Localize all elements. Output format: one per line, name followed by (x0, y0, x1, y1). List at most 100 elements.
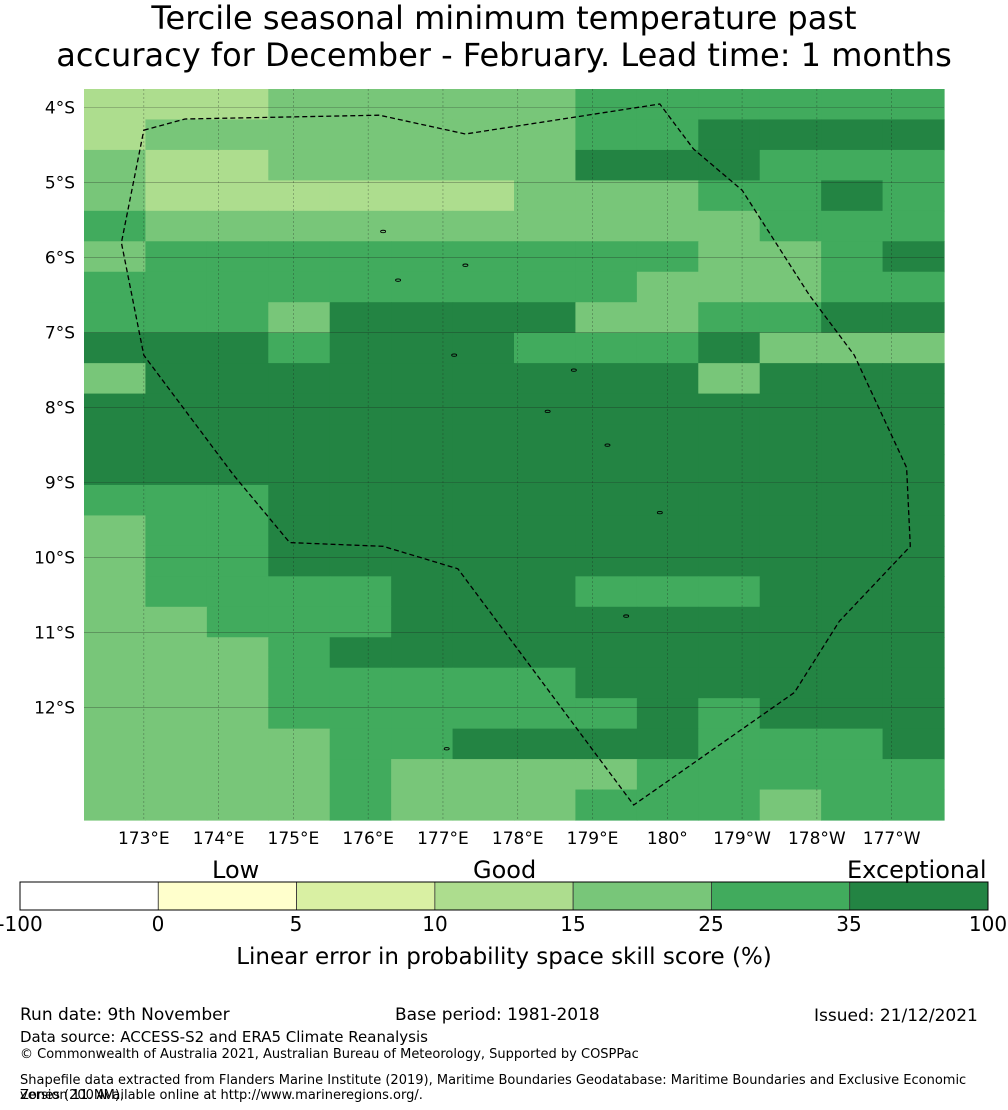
grid-cell (268, 606, 331, 638)
grid-cell (698, 180, 761, 212)
grid-cell (636, 667, 699, 699)
grid-cell (268, 241, 331, 273)
grid-cell (636, 576, 699, 608)
grid-cell (206, 576, 269, 608)
lon-tick-label: 179°E (567, 829, 619, 849)
grid-cell (84, 271, 147, 303)
grid-cell (391, 210, 454, 242)
grid-cell (268, 728, 331, 760)
grid-cell (821, 728, 884, 760)
grid-cell (821, 606, 884, 638)
lon-tick-label: 179°W (713, 829, 771, 849)
grid-cell (636, 515, 699, 547)
grid-cell (821, 271, 884, 303)
grid-cell (206, 271, 269, 303)
grid-cell (882, 728, 945, 760)
grid-cell (391, 484, 454, 517)
grid-cell (329, 241, 392, 273)
grid-cell (636, 149, 699, 181)
grid-cell (391, 698, 454, 730)
grid-cell (206, 637, 269, 669)
grid-cell (391, 424, 454, 456)
grid-cell (268, 149, 331, 181)
island (544, 409, 551, 414)
grid-cell (391, 363, 454, 395)
grid-cell (575, 789, 638, 821)
grid-cell (882, 89, 945, 121)
colorbar-swatch (572, 881, 712, 911)
grid-cell (84, 789, 147, 821)
grid-cell (268, 484, 331, 517)
grid-cell (514, 89, 577, 121)
grid-cell (329, 667, 392, 699)
data-source: Data source: ACCESS-S2 and ERA5 Climate … (20, 1028, 428, 1046)
lon-tick-label: 176°E (342, 829, 394, 849)
grid-cell (268, 363, 331, 395)
grid-cell (698, 332, 761, 364)
grid-cell (329, 424, 392, 456)
lon-tick-label: 177°W (863, 829, 921, 849)
grid-cell (452, 454, 515, 486)
grid-cell (698, 393, 761, 425)
grid-cell (391, 180, 454, 212)
grid-cell (821, 454, 884, 486)
grid-cell (145, 210, 208, 242)
grid-cell (698, 241, 761, 273)
grid-cell (882, 149, 945, 181)
grid-cell (452, 210, 515, 242)
grid-cell (759, 332, 822, 364)
lon-tick-label: 178°E (492, 829, 544, 849)
colorbar-tick: 0 (151, 912, 165, 936)
colorbar-tick: 35 (836, 912, 862, 936)
grid-cell (759, 302, 822, 334)
grid-cell (329, 515, 392, 547)
colorbar-swatch (434, 881, 574, 911)
grid-cell (514, 667, 577, 699)
grid-cell (821, 149, 884, 181)
grid-cell (268, 515, 331, 547)
grid-cell (391, 302, 454, 334)
grid-cell (84, 393, 147, 425)
grid-cell (636, 210, 699, 242)
lon-tick-label: 177°E (417, 829, 469, 849)
grid-cell (821, 667, 884, 699)
grid-cell (84, 698, 147, 730)
grid-cell (206, 302, 269, 334)
grid-cell (882, 637, 945, 669)
grid-cell (821, 241, 884, 273)
grid-cell (452, 484, 515, 517)
grid-cell (329, 606, 392, 638)
grid-cell (636, 637, 699, 669)
grid-cell (514, 393, 577, 425)
grid-cell (759, 180, 822, 212)
grid-cell (698, 119, 761, 151)
grid-cell (882, 606, 945, 638)
grid-cell (821, 545, 884, 577)
grid-cell (145, 698, 208, 730)
grid-cell (882, 119, 945, 151)
grid-cell (452, 180, 515, 212)
grid-cell (391, 393, 454, 425)
grid-cell (698, 302, 761, 334)
grid-cell (329, 149, 392, 181)
grid-cell (145, 393, 208, 425)
grid-cell (145, 728, 208, 760)
grid-cell (698, 424, 761, 456)
grid-cell (452, 759, 515, 791)
grid-cell (882, 302, 945, 334)
grid-cell (882, 454, 945, 486)
grid-cell (329, 484, 392, 517)
lon-tick-label: 174°E (193, 829, 245, 849)
grid-cell (698, 210, 761, 242)
colorbar-frame (19, 881, 989, 911)
grid-cell (145, 119, 208, 151)
grid-cell (514, 515, 577, 547)
grid-cell (452, 698, 515, 730)
island (443, 747, 450, 751)
grid-cell (514, 789, 577, 821)
grid-cell (759, 667, 822, 699)
grid-cell (391, 332, 454, 364)
grid-cell (206, 667, 269, 699)
grid-cell (514, 241, 577, 273)
